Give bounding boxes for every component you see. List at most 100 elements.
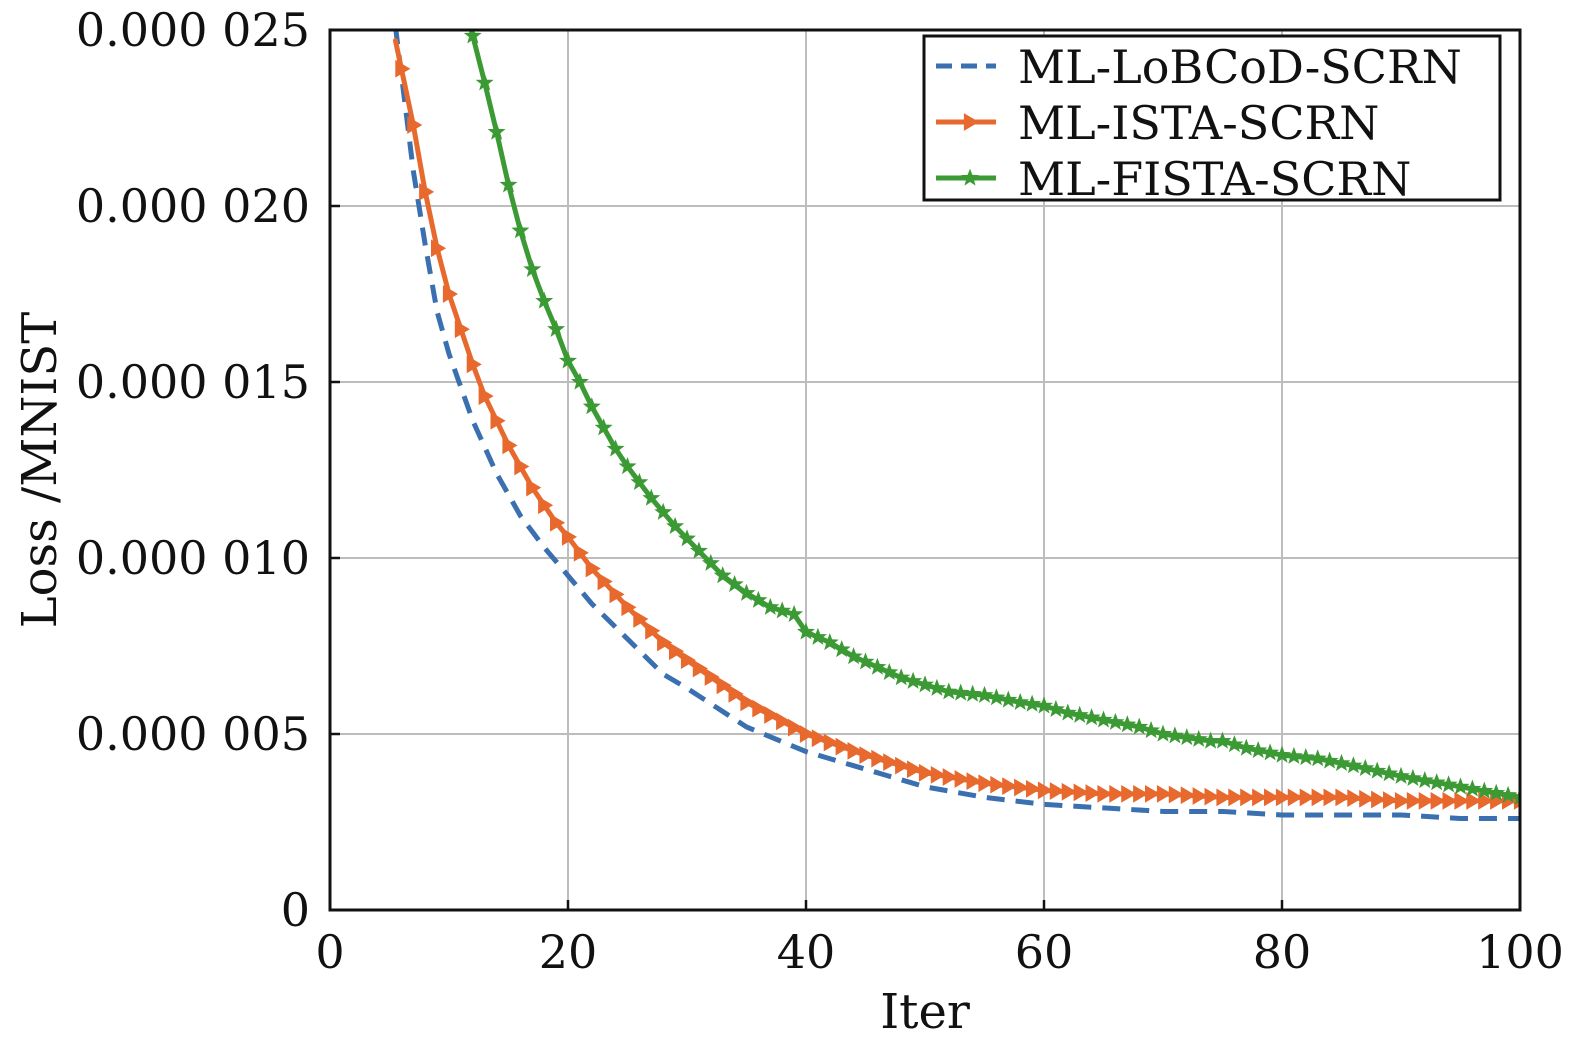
series-2-marker-13 [475,73,494,91]
series-2 [463,30,1520,805]
series-2-marker-76 [1225,735,1244,753]
series-1-marker-36 [752,699,768,718]
legend-marker-2 [961,168,979,186]
series-2-marker-65 [1094,710,1113,728]
series-2-marker-91 [1403,768,1422,786]
series-1-marker-55 [978,774,994,793]
series-2-marker-27 [642,488,661,506]
x-tick-label-5: 100 [1476,925,1564,979]
series-2-marker-54 [963,684,982,702]
series-1-marker-18 [538,496,554,515]
series-1-marker-70 [1156,784,1172,803]
series-2-marker-46 [868,657,887,675]
x-tick-label-2: 40 [777,925,836,979]
series-1-marker-52 [942,768,958,786]
series-1-marker-11 [454,320,470,339]
series-2-marker-82 [1296,748,1315,766]
series-1-marker-59 [1026,780,1042,798]
series-2-marker-26 [630,472,649,490]
series-1-marker-40 [799,725,815,743]
series-1-marker-96 [1466,792,1482,810]
series-2-marker-88 [1368,761,1387,779]
series-1-marker-30 [680,651,696,669]
series-2-marker-50 [916,675,934,693]
legend-label-1: ML-ISTA-SCRN [1018,96,1379,150]
legend-label-0: ML-LoBCoD-SCRN [1018,40,1462,94]
series-line-0 [393,30,1520,821]
series-2-marker-30 [678,529,696,547]
legend-marker-1 [963,113,979,131]
y-tick-label-4: 0.000 020 [76,179,310,233]
series-1 [392,38,1520,810]
series-2-marker-62 [1058,703,1077,721]
series-2-marker-48 [892,668,911,686]
series-2-marker-28 [654,502,673,520]
series-1-marker-54 [966,772,982,791]
series-1-marker-79 [1264,788,1280,807]
series-2-marker-31 [689,541,708,559]
series-1-marker-13 [478,387,494,405]
series-2-marker-32 [701,553,720,571]
series-2-marker-21 [570,372,589,390]
series-1-marker-32 [704,668,720,686]
series-2-marker-58 [1011,692,1030,710]
x-tick-label-3: 60 [1015,925,1074,979]
series-1-marker-97 [1478,792,1494,810]
series-1-marker-9 [431,239,447,258]
series-1-marker-41 [811,729,827,748]
series-1-marker-57 [1002,777,1018,795]
y-tick-label-1: 0.000 005 [76,707,310,761]
series-1-marker-69 [1145,784,1161,803]
series-2-marker-49 [904,671,923,689]
series-1-marker-51 [930,765,946,784]
y-tick-label-0: 0 [281,883,310,937]
series-2-marker-37 [761,597,780,615]
x-tick-label-0: 0 [315,925,344,979]
plot-frame [328,28,1522,912]
series-1-marker-23 [597,572,613,591]
series-1-marker-62 [1061,782,1077,801]
series-2-marker-38 [773,601,792,619]
series-2-marker-35 [737,583,756,601]
series-1-marker-26 [633,610,649,628]
series-1-marker-63 [1073,783,1089,802]
series-2-marker-24 [606,439,625,457]
series-1-marker-25 [621,598,637,617]
series-1-marker-65 [1097,784,1113,803]
series-2-marker-77 [1237,738,1256,756]
series-2-marker-72 [1177,728,1196,746]
series-2-marker-34 [725,574,744,593]
series-1-marker-74 [1204,787,1220,806]
series-2-marker-59 [1023,694,1042,712]
series-2-marker-36 [749,590,768,608]
series-1-marker-42 [823,733,839,752]
series-2-marker-99 [1499,785,1518,803]
series-1-marker-72 [1180,786,1196,805]
series-1-marker-27 [645,621,661,640]
series-1-marker-67 [1121,784,1137,803]
legend-label-2: ML-FISTA-SCRN [1018,152,1411,206]
series-1-marker-21 [573,543,589,562]
series-2-marker-22 [582,397,601,415]
series-2-marker-56 [987,688,1006,706]
series-2-marker-51 [927,678,946,696]
series-2-marker-40 [797,622,815,640]
series-2-marker-18 [535,291,554,309]
series-1-marker-75 [1216,788,1232,807]
series-2-marker-16 [511,221,530,239]
series-1-marker-88 [1371,790,1387,809]
series-2-marker-45 [856,652,875,670]
series-2-marker-79 [1261,743,1280,761]
series-1-marker-31 [692,659,708,678]
series-2-marker-73 [1189,729,1208,747]
series-2-marker-100 [1511,787,1520,805]
series-1-marker-16 [514,457,530,476]
series-2-marker-89 [1380,764,1399,782]
series-2-marker-44 [844,647,863,665]
series-1-marker-29 [669,642,685,661]
series-2-marker-86 [1344,756,1363,774]
series-1-marker-73 [1192,787,1208,805]
series-1-marker-90 [1394,792,1410,810]
